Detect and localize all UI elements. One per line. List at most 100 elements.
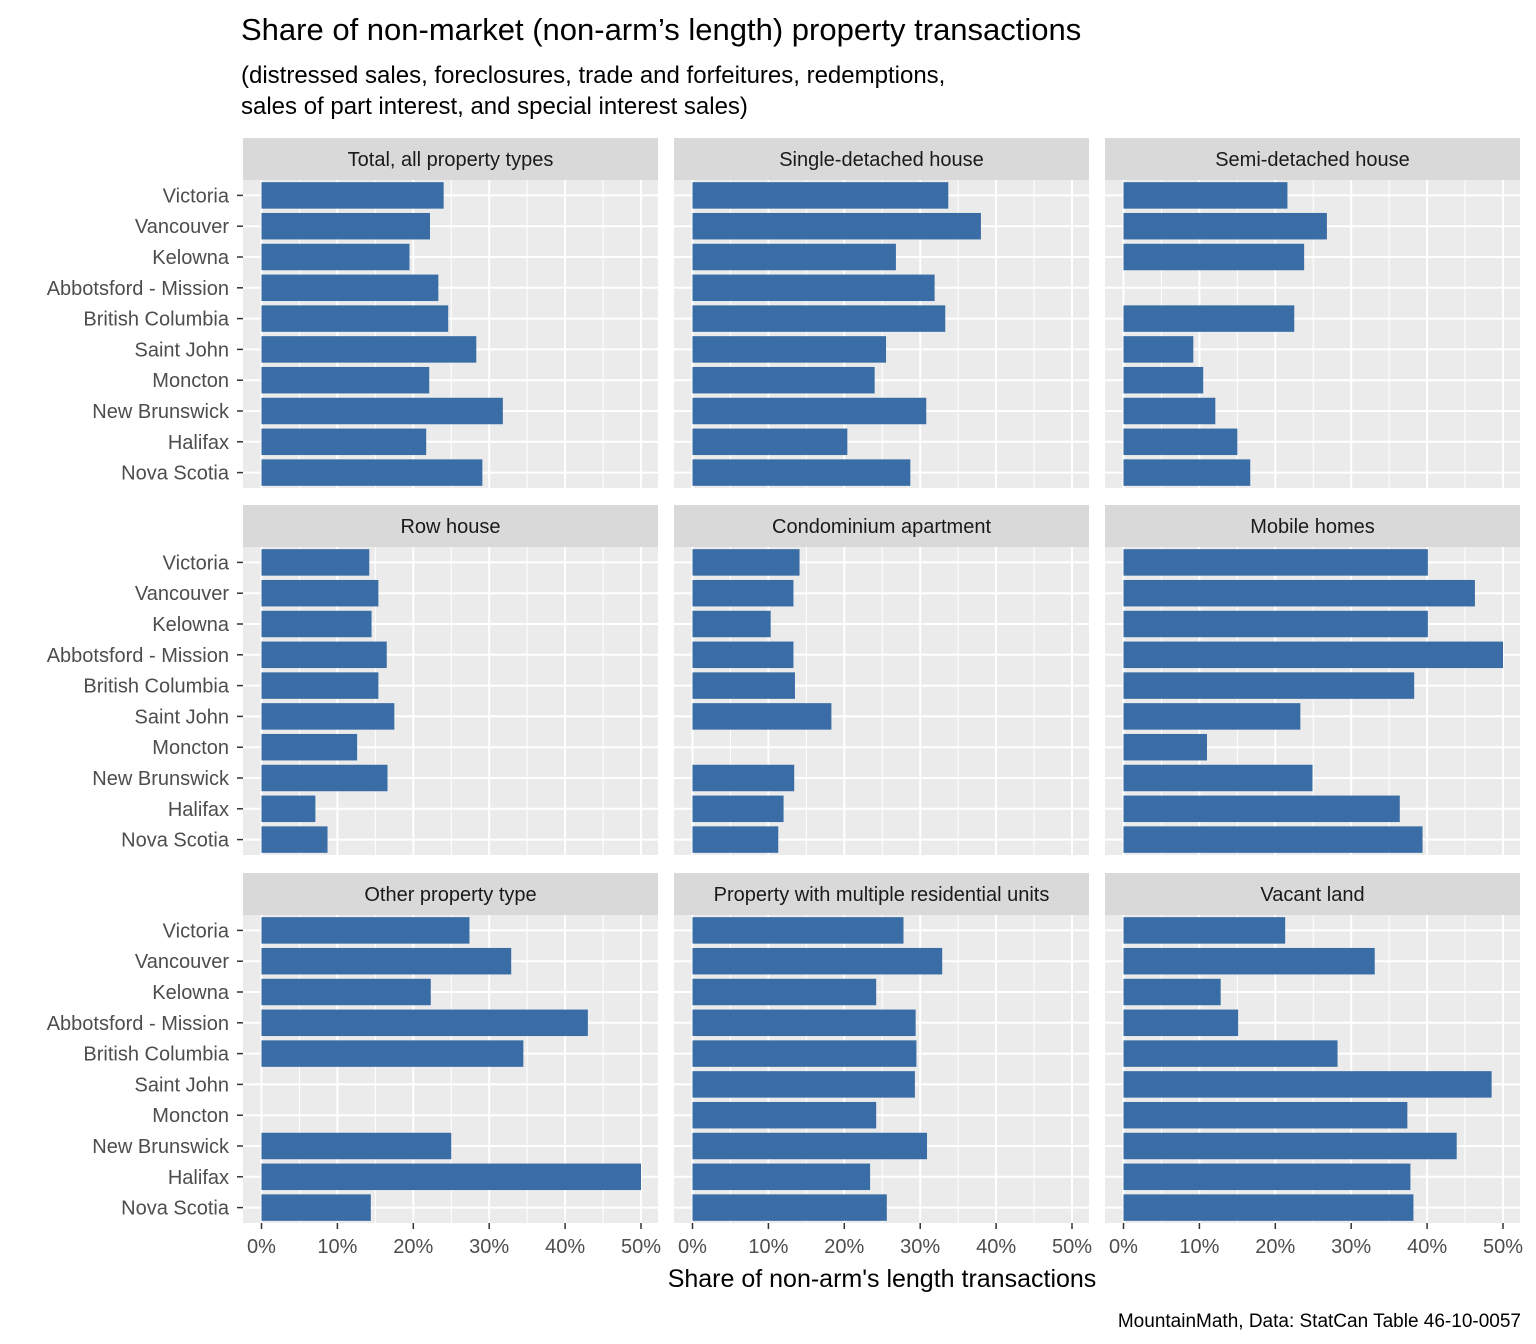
facet-strip-label: Vacant land [1260, 884, 1364, 906]
bar [692, 366, 875, 394]
bar [1123, 610, 1428, 638]
facet-panel: Single-detached house [674, 138, 1089, 488]
bar [1123, 459, 1251, 486]
bar [692, 274, 935, 302]
y-tick-label: Abbotsford - Mission [47, 278, 229, 300]
bar [261, 610, 372, 638]
bar [1123, 305, 1295, 332]
facet-strip-label: Condominium apartment [772, 516, 991, 538]
facet-strip [243, 138, 658, 180]
bar [1123, 641, 1503, 669]
bar [1123, 1071, 1492, 1098]
y-tick-label: Abbotsford - Mission [47, 1013, 229, 1035]
chart-title: Share of non-market (non-arm’s length) p… [241, 12, 1081, 47]
bar [1123, 672, 1415, 699]
y-tick-label: Victoria [163, 185, 230, 207]
bar [261, 397, 503, 425]
y-tick-label: Vancouver [135, 951, 229, 973]
x-tick-label: 10% [748, 1236, 788, 1258]
bar [261, 243, 410, 271]
bar [1123, 1163, 1411, 1191]
y-tick-label: British Columbia [83, 309, 229, 331]
bar [261, 826, 328, 853]
x-tick-label: 40% [1407, 1236, 1447, 1258]
y-tick-label: Saint John [134, 706, 229, 728]
y-tick-label: Abbotsford - Mission [47, 645, 229, 667]
bar [692, 703, 832, 730]
y-tick-label: Moncton [152, 1105, 229, 1127]
x-tick-label: 20% [393, 1236, 433, 1258]
x-tick-label: 50% [1052, 1236, 1092, 1258]
x-tick-label: 0% [247, 1236, 276, 1258]
bar [692, 397, 927, 425]
bar [261, 182, 444, 209]
bar [261, 1194, 371, 1221]
bar [1123, 1132, 1457, 1160]
bar [1123, 366, 1204, 394]
y-tick-label: British Columbia [83, 1044, 229, 1066]
bar [692, 579, 794, 607]
bar [1123, 428, 1238, 456]
bar [1123, 764, 1313, 792]
x-tick-label: 40% [976, 1236, 1016, 1258]
bar [261, 212, 430, 240]
bar [692, 305, 946, 332]
bar [1123, 947, 1375, 975]
bar [692, 428, 848, 456]
y-tick-label: Halifax [168, 432, 229, 454]
bar [1123, 397, 1216, 425]
facet-strip [674, 873, 1089, 915]
bar [261, 336, 477, 363]
facet-panel: Row house Victoria Vancouver Kelowna Abbotsf… [47, 505, 658, 855]
facet-panel: Vacant land 0% 10% 20% 30% 40% 50% [1105, 873, 1523, 1258]
bar [692, 1040, 917, 1067]
bar [692, 182, 949, 209]
facet-strip-label: Total, all property types [348, 149, 554, 171]
facet-strip [1105, 505, 1520, 547]
facet-strip [243, 873, 658, 915]
y-tick-label: Vancouver [135, 583, 229, 605]
bar [261, 579, 379, 607]
bar [261, 733, 358, 761]
bar [1123, 212, 1327, 240]
x-tick-label: 50% [1483, 1236, 1523, 1258]
facet-strip-label: Mobile homes [1250, 516, 1375, 538]
bar [692, 212, 981, 240]
bar [1123, 826, 1423, 853]
bar [261, 764, 388, 792]
bar [692, 947, 943, 975]
y-tick-label: New Brunswick [92, 768, 230, 790]
facet-panel: Property with multiple residential units… [674, 873, 1092, 1258]
y-tick-label: Halifax [168, 799, 229, 821]
facet-strip [674, 138, 1089, 180]
bar [692, 1009, 916, 1037]
bar [1123, 795, 1400, 823]
facet-strip-label: Other property type [364, 884, 536, 906]
bar [1123, 182, 1288, 209]
bar [261, 672, 379, 699]
y-tick-label: Nova Scotia [121, 1198, 230, 1220]
bar [692, 1071, 915, 1098]
bar [692, 795, 784, 823]
bar [261, 274, 439, 302]
facet-strip-label: Property with multiple residential units [714, 884, 1050, 906]
bar [1123, 703, 1301, 730]
bar [261, 947, 512, 975]
bar [1123, 579, 1475, 607]
y-tick-label: Nova Scotia [121, 463, 230, 485]
chart-subtitle-line-2: sales of part interest, and special inte… [241, 93, 748, 120]
y-tick-label: Nova Scotia [121, 830, 230, 852]
bar [692, 336, 887, 363]
bar [692, 978, 877, 1006]
facet-strip [674, 505, 1089, 547]
x-tick-label: 30% [1331, 1236, 1371, 1258]
x-tick-label: 0% [1109, 1236, 1138, 1258]
bar [692, 610, 771, 638]
y-tick-label: Moncton [152, 370, 229, 392]
y-tick-label: Victoria [163, 920, 230, 942]
bar [261, 703, 395, 730]
chart-caption: MountainMath, Data: StatCan Table 46-10-… [1118, 1311, 1521, 1332]
bar [261, 917, 470, 944]
y-tick-label: Moncton [152, 737, 229, 759]
